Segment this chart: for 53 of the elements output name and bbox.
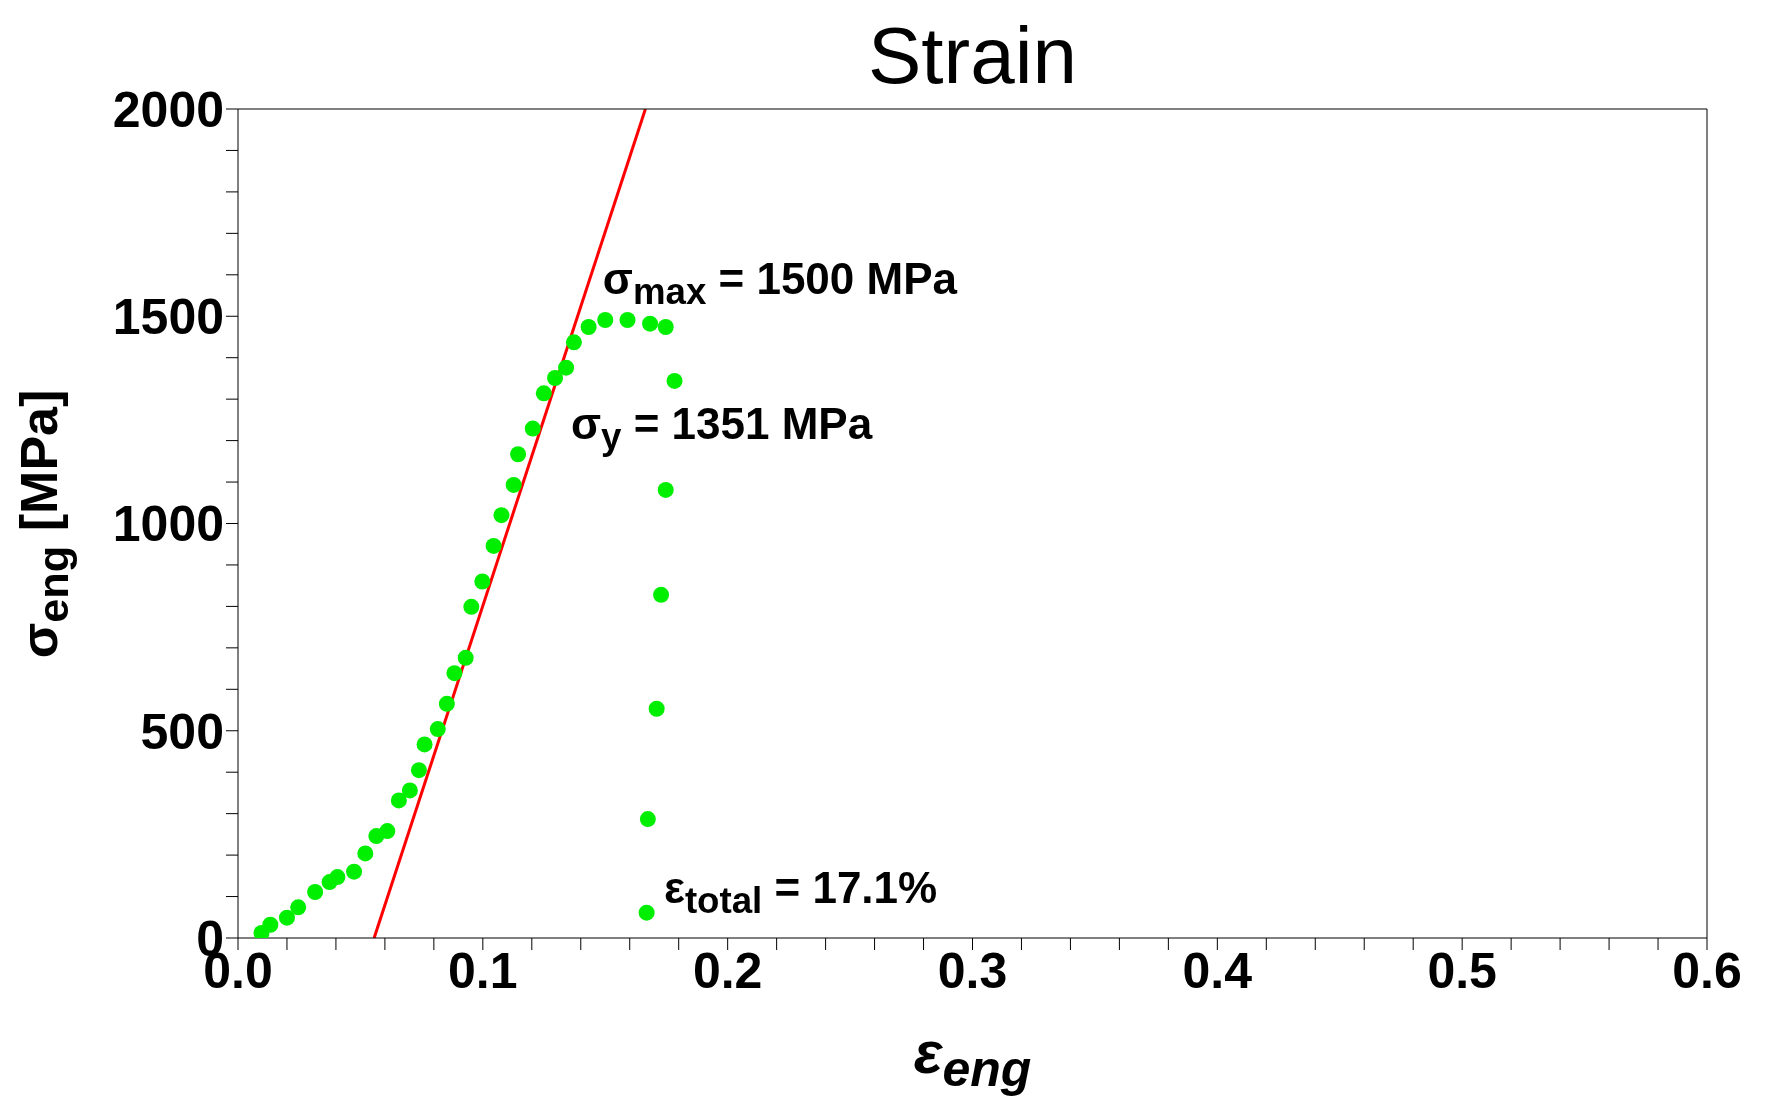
point: [639, 811, 656, 828]
x-tick-label: 0.3: [937, 942, 1008, 999]
point: [535, 385, 552, 402]
point: [278, 909, 295, 926]
point: [493, 507, 510, 524]
point: [653, 586, 670, 603]
point: [547, 370, 564, 387]
point: [346, 863, 363, 880]
point: [638, 904, 655, 921]
point: [262, 916, 279, 933]
x-tick-label: 0.2: [692, 942, 763, 999]
point: [290, 899, 307, 916]
point: [510, 446, 527, 463]
x-tick-label: 0.6: [1672, 942, 1742, 999]
point: [307, 883, 324, 900]
annotation: ε$_{total}$ = 17.1%: [664, 863, 938, 923]
point: [379, 823, 396, 840]
point: [648, 700, 665, 717]
x-tick-label: 0.1: [448, 942, 518, 999]
point: [390, 792, 407, 809]
point: [619, 311, 636, 328]
point: [666, 372, 683, 389]
point: [657, 481, 674, 498]
point: [657, 319, 674, 336]
x-tick-label: 0.5: [1427, 942, 1497, 999]
point: [524, 420, 541, 437]
x-tick-label: 0.4: [1182, 942, 1253, 999]
point: [485, 537, 502, 554]
point: [642, 315, 659, 332]
point: [357, 845, 374, 862]
point: [463, 598, 480, 615]
annotation: σ$_{y}$ = 1351 MPa: [570, 398, 873, 459]
point: [565, 334, 582, 351]
point: [558, 359, 575, 376]
y-tick-label: 500: [140, 703, 224, 760]
point: [580, 319, 597, 336]
point: [597, 311, 614, 328]
y-tick-label: 2000: [112, 81, 224, 138]
point: [457, 649, 474, 666]
y-tick-label: 1000: [112, 496, 224, 553]
point: [401, 782, 418, 799]
x-axis-title: ε$_{eng}$: [912, 1018, 1033, 1098]
point: [505, 476, 522, 493]
y-tick-label: 1500: [112, 289, 224, 345]
point: [429, 721, 446, 738]
point: [438, 695, 455, 712]
point: [474, 573, 491, 590]
point: [446, 665, 463, 682]
annotation: σ$_{max}$ = 1500 MPa: [602, 253, 958, 314]
chart-title: Strain: [867, 10, 1078, 102]
point: [329, 869, 346, 886]
point: [410, 762, 427, 779]
point: [416, 736, 433, 753]
